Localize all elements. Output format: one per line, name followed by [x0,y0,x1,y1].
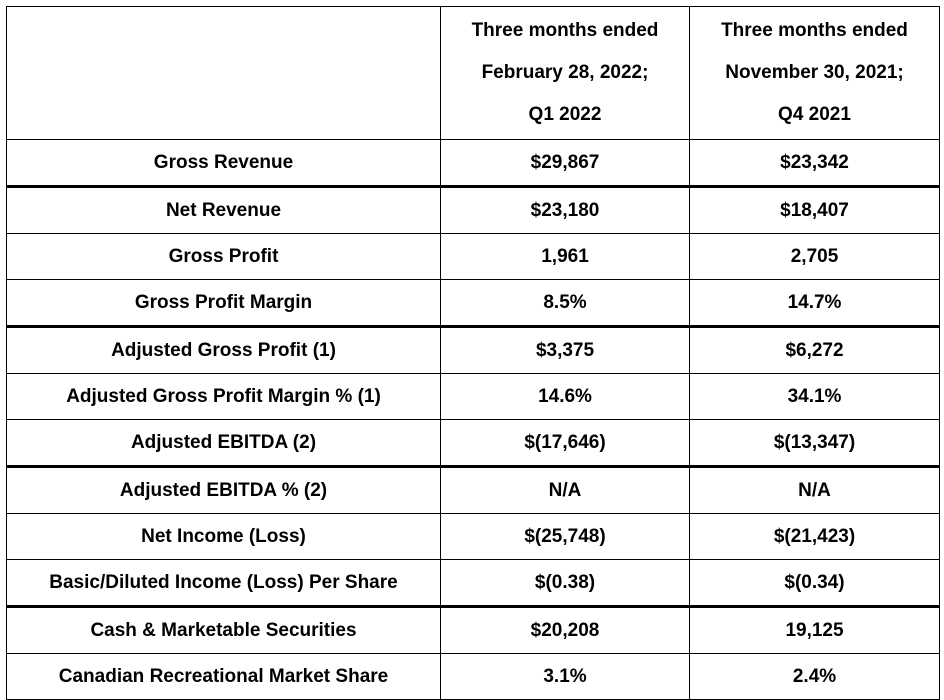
row-label: Adjusted Gross Profit Margin % (1) [6,373,441,420]
q4-value: 34.1% [689,373,940,420]
row-label: Gross Revenue [6,139,441,187]
table-row: Canadian Recreational Market Share 3.1% … [6,653,940,700]
q1-value: $(0.38) [440,559,690,607]
row-label: Adjusted EBITDA (2) [6,419,441,467]
q4-value: $(0.34) [689,559,940,607]
q1-value: $29,867 [440,139,690,187]
q4-value: $18,407 [689,185,940,234]
table-header-row: Three months ended February 28, 2022; Q1… [6,6,940,140]
q1-value: $3,375 [440,325,690,374]
row-label: Basic/Diluted Income (Loss) Per Share [6,559,441,607]
financial-summary-table: Three months ended February 28, 2022; Q1… [6,6,940,700]
table-row: Adjusted Gross Profit (1) $3,375 $6,272 [6,325,940,374]
row-label: Net Revenue [6,185,441,234]
table-row: Gross Profit Margin 8.5% 14.7% [6,279,940,327]
table-row: Gross Profit 1,961 2,705 [6,233,940,280]
table-row: Net Revenue $23,180 $18,407 [6,185,940,234]
q1-value: N/A [440,465,690,514]
row-label: Gross Profit Margin [6,279,441,327]
header-q1-2022: Three months ended February 28, 2022; Q1… [440,6,690,140]
q4-value: N/A [689,465,940,514]
q1-value: 3.1% [440,653,690,700]
header-q4-line2: November 30, 2021; [725,62,904,83]
q4-value: $23,342 [689,139,940,187]
table-row: Net Income (Loss) $(25,748) $(21,423) [6,513,940,560]
row-label: Cash & Marketable Securities [6,605,441,654]
row-label: Adjusted EBITDA % (2) [6,465,441,514]
q1-value: $(25,748) [440,513,690,560]
q4-value: 14.7% [689,279,940,327]
row-label: Net Income (Loss) [6,513,441,560]
header-q4-line3: Q4 2021 [778,104,851,125]
header-q1-line3: Q1 2022 [528,104,602,125]
table-row: Adjusted Gross Profit Margin % (1) 14.6%… [6,373,940,420]
row-label: Adjusted Gross Profit (1) [6,325,441,374]
q1-value: 8.5% [440,279,690,327]
q4-value: 2,705 [689,233,940,280]
q4-value: 19,125 [689,605,940,654]
table-row: Cash & Marketable Securities $20,208 19,… [6,605,940,654]
header-q1-line1: Three months ended [471,20,659,41]
q4-value: $(13,347) [689,419,940,467]
q1-value: 14.6% [440,373,690,420]
q4-value: $6,272 [689,325,940,374]
header-q1-line2: February 28, 2022; [481,62,649,83]
q1-value: $23,180 [440,185,690,234]
header-q4-line1: Three months ended [721,20,908,41]
header-q4-2021: Three months ended November 30, 2021; Q4… [689,6,940,140]
q1-value: $20,208 [440,605,690,654]
table-row: Adjusted EBITDA % (2) N/A N/A [6,465,940,514]
q1-value: 1,961 [440,233,690,280]
row-label: Gross Profit [6,233,441,280]
q4-value: 2.4% [689,653,940,700]
table-row: Adjusted EBITDA (2) $(17,646) $(13,347) [6,419,940,467]
q4-value: $(21,423) [689,513,940,560]
row-label: Canadian Recreational Market Share [6,653,441,700]
table-row: Basic/Diluted Income (Loss) Per Share $(… [6,559,940,607]
header-empty-cell [6,6,441,140]
table-row: Gross Revenue $29,867 $23,342 [6,139,940,187]
q1-value: $(17,646) [440,419,690,467]
